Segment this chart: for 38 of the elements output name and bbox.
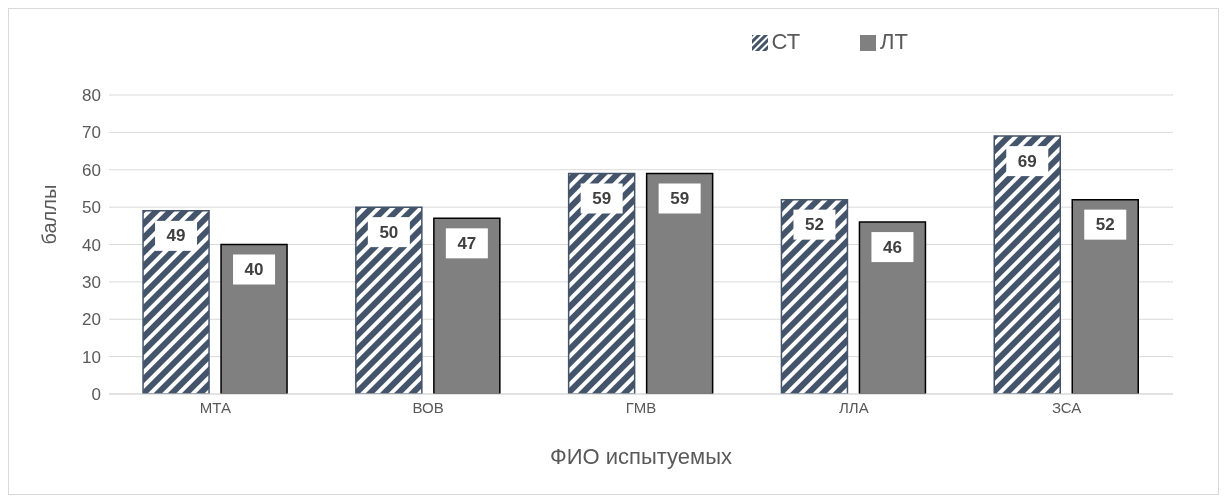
- data-label: 69: [1017, 151, 1037, 171]
- data-label: 52: [1095, 215, 1115, 235]
- data-label: 47: [457, 233, 477, 253]
- x-axis-title: ФИО испытуемых: [549, 444, 733, 469]
- y-axis-title: баллы: [38, 184, 61, 245]
- x-tick-label: ЗСА: [1051, 398, 1082, 416]
- bar: [780, 198, 849, 394]
- data-label: 59: [670, 188, 690, 208]
- legend-label: СТ: [771, 29, 801, 54]
- data-label: 52: [804, 215, 824, 235]
- bar: [355, 206, 423, 394]
- bar: [993, 135, 1061, 394]
- bar: [433, 217, 501, 394]
- bar: [220, 243, 288, 394]
- x-tick-label: ГМВ: [625, 398, 657, 416]
- bar: [567, 172, 636, 394]
- x-tick-label: ВОВ: [412, 398, 444, 416]
- data-label: 49: [166, 226, 186, 246]
- y-tick-label: 40: [82, 235, 101, 255]
- y-tick-label: 50: [82, 198, 101, 218]
- x-tick-label: МТА: [199, 398, 231, 416]
- y-tick-label: 60: [82, 160, 101, 180]
- legend-label: ЛТ: [880, 29, 908, 54]
- y-tick-label: 10: [82, 347, 101, 367]
- bar: [858, 221, 927, 394]
- data-label: 50: [379, 222, 399, 242]
- y-tick-label: 80: [82, 86, 101, 106]
- bar: [1071, 198, 1139, 394]
- x-tick-label: ЛЛА: [838, 398, 869, 416]
- data-label: 40: [244, 260, 264, 279]
- data-label: 59: [592, 188, 612, 208]
- y-tick-label: 20: [82, 310, 101, 330]
- y-tick-label: 0: [91, 385, 101, 405]
- data-label: 46: [882, 237, 902, 257]
- bar: [645, 172, 714, 394]
- y-tick-label: 30: [82, 272, 101, 292]
- bar: [142, 210, 210, 394]
- y-tick-label: 70: [82, 123, 101, 143]
